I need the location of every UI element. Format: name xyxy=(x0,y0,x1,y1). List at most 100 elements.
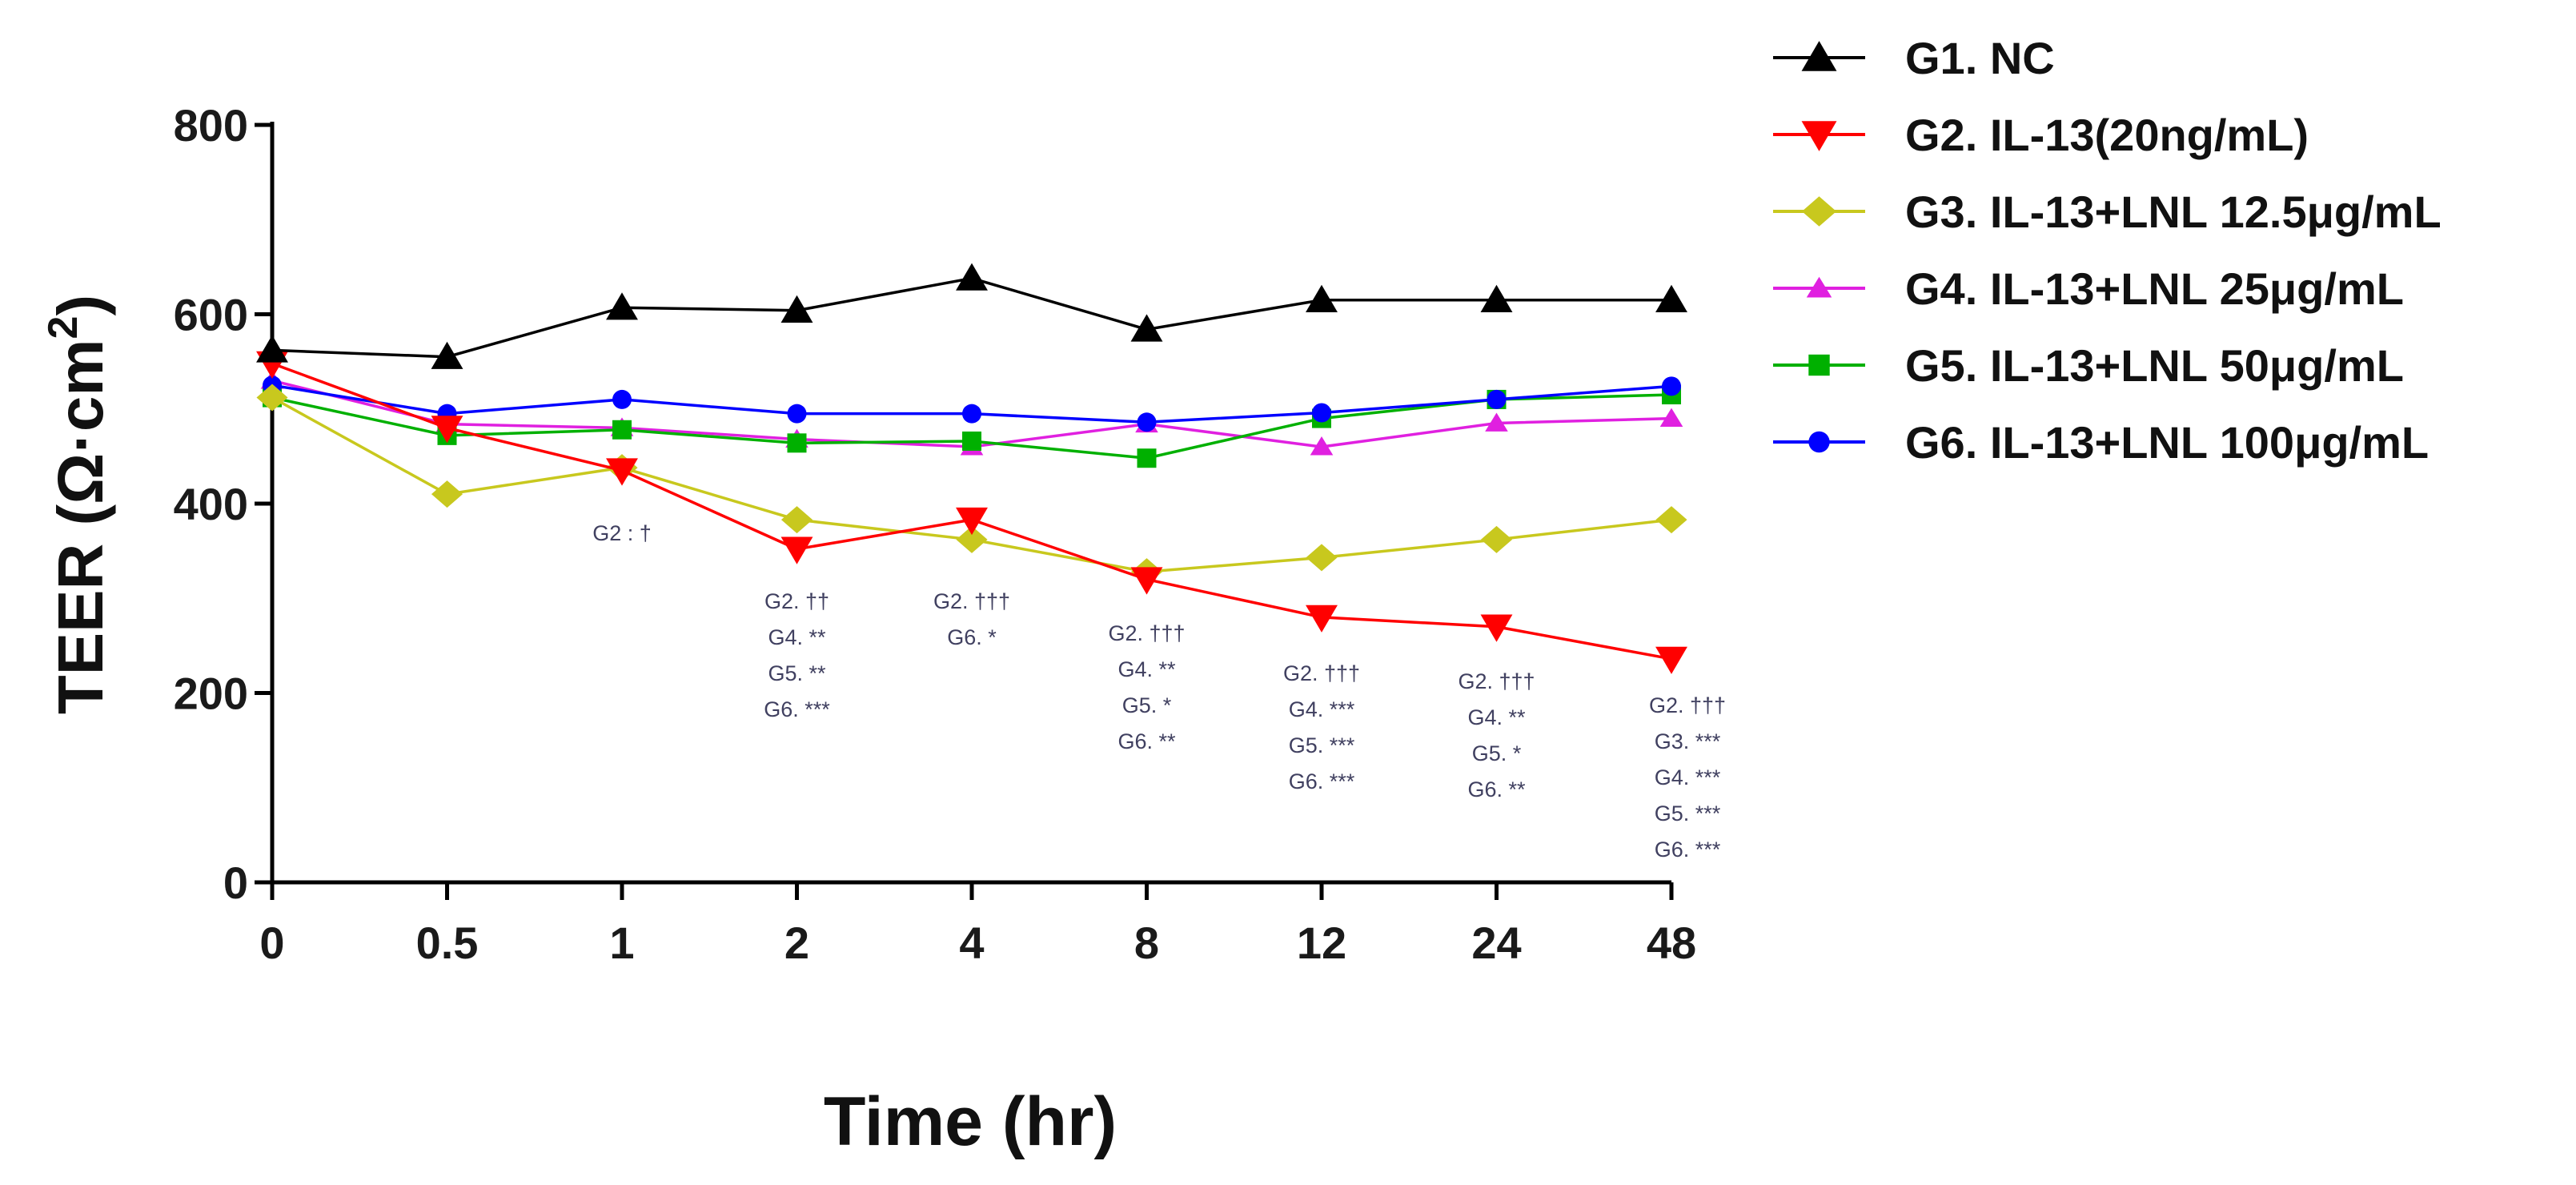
legend-label: G4. IL-13+LNL 25μg/mL xyxy=(1905,263,2404,314)
data-point xyxy=(1480,284,1513,312)
annotation-line: G4. ** xyxy=(1467,705,1526,729)
data-point xyxy=(787,433,807,453)
annotation-group: G2. ††† G3. *** G4. *** G5. *** G6. *** xyxy=(1649,693,1726,862)
x-tick-label: 24 xyxy=(1471,918,1521,968)
annotation-line: G6. ** xyxy=(1117,729,1176,753)
y-tick-label: 400 xyxy=(174,479,248,529)
x-tick-label: 8 xyxy=(1134,918,1159,968)
x-axis-title: Time (hr) xyxy=(824,1083,1117,1160)
annotation-line: G4. *** xyxy=(1655,765,1721,789)
legend-label: G3. IL-13+LNL 12.5μg/mL xyxy=(1905,187,2442,237)
annotation-line: G2. ††† xyxy=(1283,661,1360,685)
legend-marker xyxy=(1808,354,1830,376)
y-axis-title: TEER (Ω·cm2) xyxy=(40,295,116,714)
data-point xyxy=(431,341,463,369)
annotation-line: G4. ** xyxy=(768,625,826,649)
annotation-line: G2. ††† xyxy=(1649,693,1726,717)
annotation-line: G2. ††† xyxy=(1458,669,1535,693)
annotation-line: G2. ††† xyxy=(933,589,1010,613)
data-point xyxy=(256,384,288,412)
data-point xyxy=(1306,284,1338,312)
legend-item-2: G2. IL-13(20ng/mL) xyxy=(1773,110,2309,160)
annotation-line: G6. * xyxy=(947,625,997,649)
data-point xyxy=(1655,506,1687,534)
data-point xyxy=(1310,436,1334,456)
annotation-line: G5. * xyxy=(1122,693,1172,717)
x-tick-label: 48 xyxy=(1647,918,1696,968)
data-point xyxy=(962,431,981,451)
data-point xyxy=(431,416,463,444)
annotation-group: G2. ††† G4. ** G5. * G6. ** xyxy=(1458,669,1535,801)
legend-item-4: G4. IL-13+LNL 25μg/mL xyxy=(1773,263,2404,314)
data-point xyxy=(780,295,813,323)
annotation-group: G2. †† G4. ** G5. ** G6. *** xyxy=(764,589,830,721)
legend-label: G5. IL-13+LNL 50μg/mL xyxy=(1905,340,2404,391)
data-point xyxy=(1137,412,1157,432)
data-point xyxy=(612,389,632,409)
data-point xyxy=(1130,567,1163,595)
annotation-line: G4. ** xyxy=(1117,657,1176,681)
data-point xyxy=(1655,284,1687,312)
legend-label: G6. IL-13+LNL 100μg/mL xyxy=(1905,417,2429,468)
data-point xyxy=(956,507,988,536)
legend-item-1: G1. NC xyxy=(1773,33,2055,83)
y-axis-title-superscript: 2 xyxy=(40,316,86,339)
y-axis-title-close: ) xyxy=(45,295,116,316)
data-point xyxy=(612,420,632,440)
data-point xyxy=(1487,389,1507,409)
annotation-line: G5. *** xyxy=(1289,733,1355,757)
annotation-line: G2. †† xyxy=(764,589,829,613)
x-tick-label: 4 xyxy=(959,918,984,968)
legend-item-3: G3. IL-13+LNL 12.5μg/mL xyxy=(1773,187,2442,237)
annotation-group: G2 : † xyxy=(592,521,652,545)
x-tick-label: 12 xyxy=(1297,918,1346,968)
annotation-line: G3. *** xyxy=(1655,729,1721,753)
annotation-line: G6. *** xyxy=(1289,769,1355,793)
data-point xyxy=(1130,314,1163,342)
x-tick-label: 2 xyxy=(784,918,809,968)
significance-annotations: G2 : † G2. †† G4. ** G5. ** G6. *** G2. ††† G6… xyxy=(592,521,1726,862)
y-tick-label: 600 xyxy=(174,290,248,340)
annotation-line: G2. ††† xyxy=(1108,621,1185,645)
annotation-line: G6. *** xyxy=(764,697,830,721)
series xyxy=(256,263,1687,674)
legend: G1. NC G2. IL-13(20ng/mL) G3. IL-13+LNL 12… xyxy=(1773,33,2442,468)
data-point xyxy=(1480,614,1513,642)
data-point xyxy=(1480,525,1513,553)
annotation-line: G6. ** xyxy=(1467,777,1526,801)
legend-marker xyxy=(1801,196,1837,227)
annotation-group: G2. ††† G6. * xyxy=(933,589,1010,649)
y-tick-label: 800 xyxy=(174,100,248,151)
data-point xyxy=(606,292,638,320)
data-point xyxy=(1485,412,1508,432)
y-axis-title-main: TEER (Ω·cm xyxy=(45,339,116,714)
data-point xyxy=(431,480,463,508)
legend-marker xyxy=(1808,431,1830,453)
legend-item-5: G5. IL-13+LNL 50μg/mL xyxy=(1773,340,2404,391)
legend-item-6: G6. IL-13+LNL 100μg/mL xyxy=(1773,417,2429,468)
data-point xyxy=(256,335,288,363)
data-point xyxy=(956,525,988,553)
data-point xyxy=(606,458,638,486)
data-point xyxy=(1312,403,1331,423)
legend-marker xyxy=(1806,276,1832,298)
data-point xyxy=(1306,544,1338,572)
legend-marker xyxy=(1801,121,1837,151)
annotation-group: G2. ††† G4. *** G5. *** G6. *** xyxy=(1283,661,1360,793)
series-1 xyxy=(256,263,1687,369)
data-point xyxy=(956,263,988,291)
data-point xyxy=(962,404,981,424)
annotation-line: G2 : † xyxy=(592,521,652,545)
x-tick-label: 1 xyxy=(609,918,634,968)
y-tick-label: 0 xyxy=(223,858,248,908)
legend-marker xyxy=(1801,41,1837,71)
annotation-line: G5. ** xyxy=(768,661,826,685)
legend-label: G1. NC xyxy=(1905,33,2055,83)
annotation-line: G5. *** xyxy=(1655,801,1721,825)
annotation-line: G6. *** xyxy=(1655,838,1721,862)
data-point xyxy=(1659,408,1683,427)
annotation-group: G2. ††† G4. ** G5. * G6. ** xyxy=(1108,621,1185,753)
